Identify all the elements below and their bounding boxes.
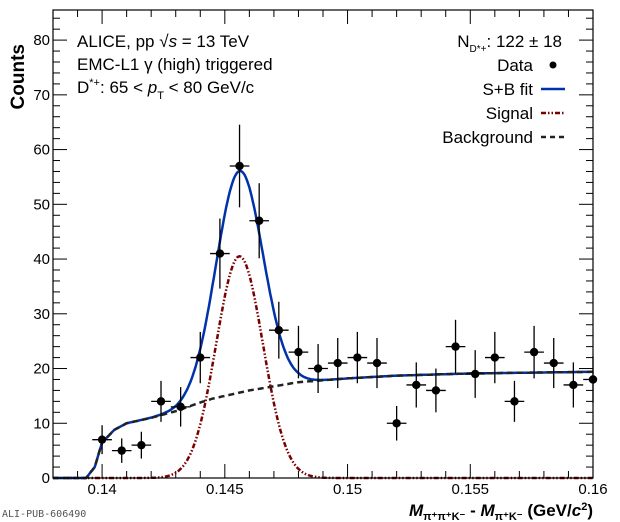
annotation-text: ALICE, pp √s = 13 TeV EMC-L1 γ (high) tr… <box>77 32 273 102</box>
data-marker <box>254 216 264 225</box>
data-point <box>543 337 564 389</box>
data-point <box>465 350 485 398</box>
legend-signal-label: Signal <box>486 104 533 123</box>
data-point <box>269 301 289 359</box>
data-marker <box>549 358 558 368</box>
x-tick-label: 0.145 <box>206 481 244 498</box>
data-point <box>347 331 368 384</box>
data-marker <box>490 353 500 362</box>
data-marker <box>510 397 519 406</box>
data-point <box>170 387 191 427</box>
data-point <box>131 431 152 459</box>
data-point <box>308 344 328 394</box>
data-marker <box>215 249 225 258</box>
y-tick-label: 40 <box>33 251 50 268</box>
data-point <box>367 337 387 389</box>
y-axis-label: Counts <box>8 44 29 109</box>
data-point <box>504 380 525 422</box>
data-point <box>485 331 505 384</box>
annotation-collision: ALICE, pp √s = 13 TeV <box>77 32 250 51</box>
data-marker <box>353 353 362 362</box>
data-point <box>386 405 407 441</box>
data-marker <box>431 386 441 395</box>
data-marker <box>412 380 421 390</box>
annotation-trigger: EMC-L1 γ (high) triggered <box>77 55 273 74</box>
data-marker <box>333 358 342 368</box>
legend-data-label: Data <box>497 56 533 75</box>
data-point <box>583 356 598 403</box>
data-marker <box>294 347 303 357</box>
data-marker <box>156 397 166 406</box>
data-point <box>249 183 269 259</box>
legend-background-label: Background <box>442 128 533 147</box>
data-point <box>327 337 348 389</box>
fit-curves <box>53 169 593 480</box>
data-marker <box>529 347 539 357</box>
data-marker <box>235 161 244 171</box>
data-point <box>288 325 309 379</box>
data-point <box>406 362 427 408</box>
data-marker <box>196 353 205 362</box>
sb-fit-curve <box>53 169 593 480</box>
data-point <box>190 331 211 384</box>
data-marker <box>274 326 284 335</box>
data-marker <box>137 440 146 450</box>
x-tick-label: 0.155 <box>451 481 489 498</box>
y-tick-label: 30 <box>33 306 50 323</box>
data-point <box>524 325 544 379</box>
y-tick-label: 70 <box>33 87 50 104</box>
background-curve <box>53 370 593 480</box>
data-point <box>111 438 132 463</box>
data-point <box>210 218 230 289</box>
data-marker <box>451 342 460 351</box>
data-marker <box>470 369 480 379</box>
data-point <box>563 362 584 408</box>
x-axis-label: Mπ⁺π⁺K⁻ - Mπ⁺K⁻ (GeV/c2) <box>409 501 593 522</box>
data-point <box>229 124 250 208</box>
x-tick-label: 0.15 <box>333 481 362 498</box>
plot-frame <box>52 9 594 479</box>
data-marker <box>392 419 401 428</box>
data-marker <box>117 446 126 455</box>
legend-data-marker <box>549 61 557 69</box>
data-marker <box>313 364 323 373</box>
axis-ticks: 0.14 0.145 0.15 0.155 0.16 0 10 20 30 40 50 60 70 80 <box>33 10 608 498</box>
y-tick-label: 60 <box>33 142 50 159</box>
data-point <box>426 368 446 413</box>
legend-yield: ND*+: 122 ± 18 <box>457 32 562 55</box>
data-marker <box>176 402 185 412</box>
y-tick-label: 80 <box>33 32 50 49</box>
data-marker <box>372 358 382 368</box>
x-tick-label: 0.14 <box>87 481 116 498</box>
data-point <box>92 425 112 455</box>
data-point <box>445 319 466 374</box>
data-marker <box>97 435 107 444</box>
watermark: ALI-PUB-606490 <box>2 509 86 520</box>
data-marker <box>569 380 578 390</box>
y-tick-label: 10 <box>33 415 50 432</box>
x-tick-label: 0.16 <box>578 481 607 498</box>
y-tick-label: 50 <box>33 196 50 213</box>
y-tick-label: 20 <box>33 361 50 378</box>
legend-fit-label: S+B fit <box>482 80 533 99</box>
data-point <box>151 380 171 422</box>
legend: ND*+: 122 ± 18 Data S+B fit Signal Backg… <box>442 32 565 147</box>
y-tick-label: 0 <box>42 470 50 487</box>
annotation-pt-range: D*+: 65 < pT < 80 GeV/c <box>77 77 255 102</box>
